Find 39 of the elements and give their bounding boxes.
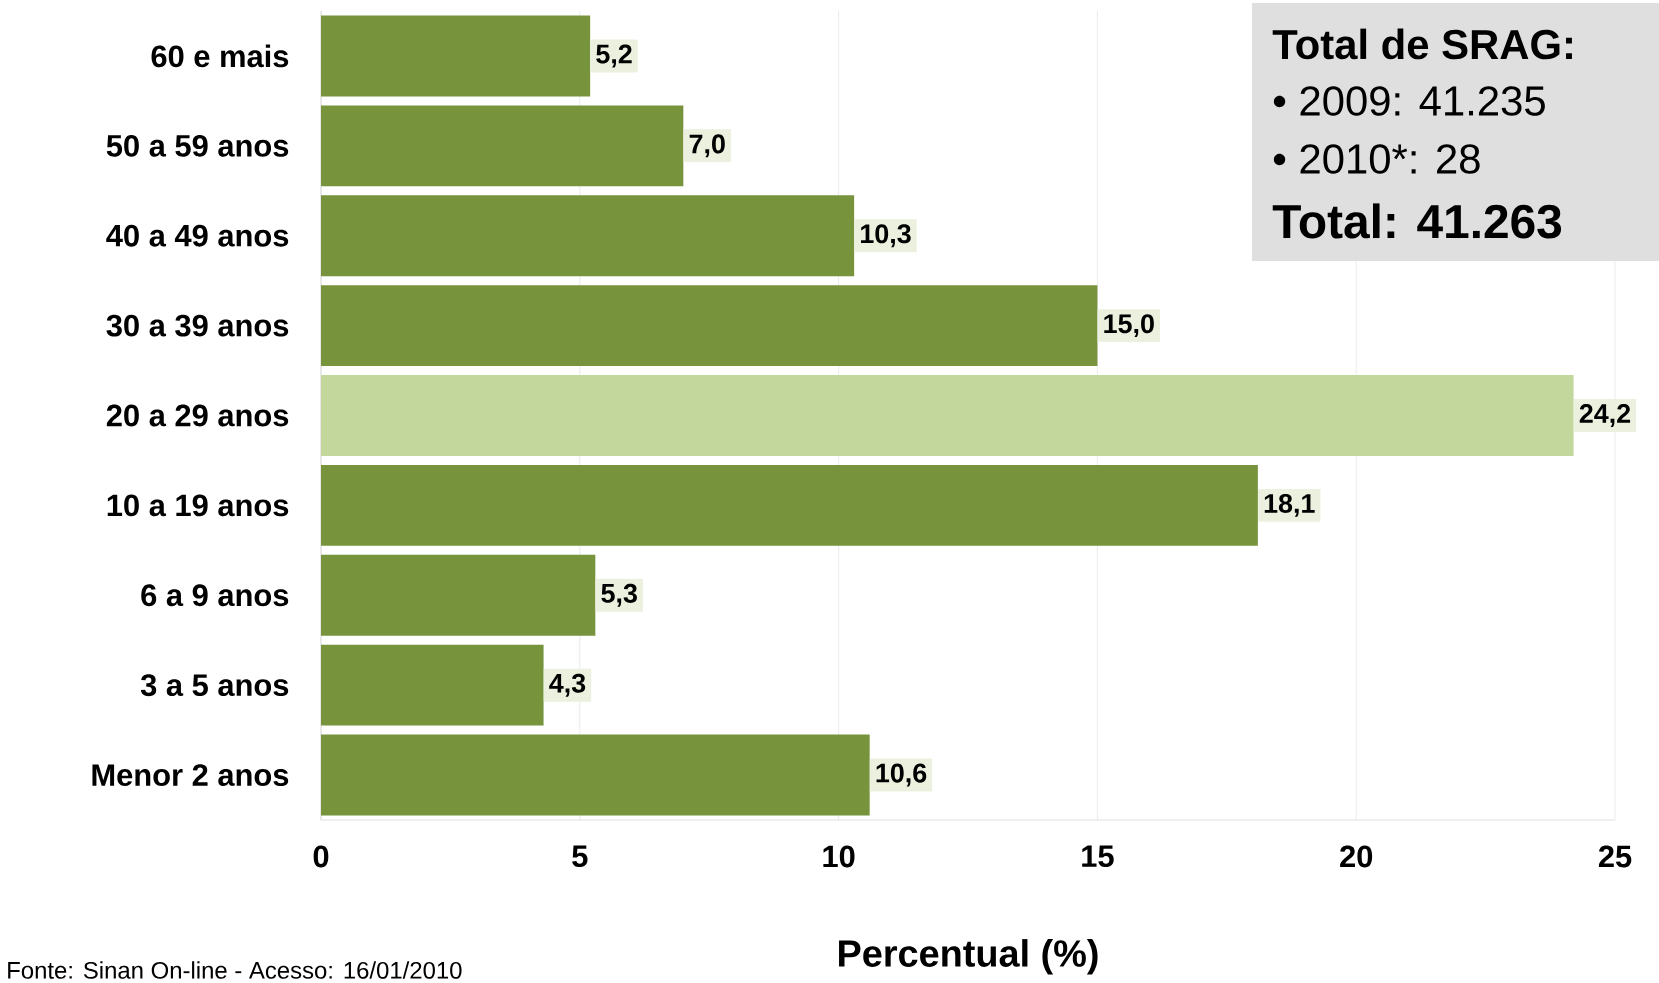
bar [321, 195, 855, 277]
bar [321, 554, 596, 636]
data-label: 5,3 [601, 583, 637, 607]
source-note: Fonte: Sinan On-line - Acesso: 16/01/2010 [8, 961, 462, 979]
x-tick-label: 20 [1340, 845, 1373, 868]
y-tick-label: 60 e mais [151, 44, 289, 68]
y-tick-label: 50 a 59 anos [106, 134, 289, 157]
y-tick-label: 20 a 29 anos [106, 404, 289, 427]
annotation: Total: 41.263 [1272, 203, 1562, 239]
data-label: 24,2 [1579, 404, 1631, 427]
data-label: 10,3 [861, 224, 911, 248]
annotation: Total de SRAG: [1272, 28, 1572, 60]
bar [321, 734, 870, 816]
bar [321, 375, 1574, 456]
data-label: 15,0 [1104, 314, 1154, 338]
y-tick-label: Menor 2 anos [92, 764, 289, 786]
x-axis-title: Percentual (%) [839, 939, 1098, 975]
x-tick-label: 10 [823, 845, 855, 868]
bar [321, 464, 1258, 546]
bar [321, 15, 591, 97]
y-tick-label: 3 a 5 anos [140, 674, 289, 697]
bar [321, 105, 684, 187]
x-tick-label: 5 [572, 845, 588, 868]
data-label: 5,2 [596, 44, 632, 68]
annotation: • 2009: 41.235 [1273, 86, 1545, 116]
annotation: • 2010*: 28 [1273, 144, 1480, 174]
data-label: 7,0 [689, 134, 725, 158]
y-tick-label: 10 a 19 anos [107, 494, 289, 517]
data-label: 4,3 [549, 673, 586, 697]
y-tick-label: 6 a 9 anos [141, 584, 289, 607]
data-label: 18,1 [1264, 493, 1315, 517]
y-tick-label: 40 a 49 anos [106, 224, 289, 247]
bar [321, 644, 544, 726]
data-label: 10,6 [876, 763, 927, 787]
x-tick-label: 25 [1598, 845, 1632, 868]
x-tick-label: 15 [1082, 845, 1114, 868]
bar [321, 285, 1098, 367]
x-tick-label: 0 [313, 845, 329, 868]
y-tick-label: 30 a 39 anos [106, 314, 289, 337]
